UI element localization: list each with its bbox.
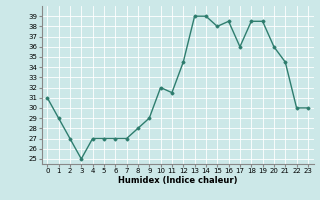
X-axis label: Humidex (Indice chaleur): Humidex (Indice chaleur) (118, 176, 237, 185)
